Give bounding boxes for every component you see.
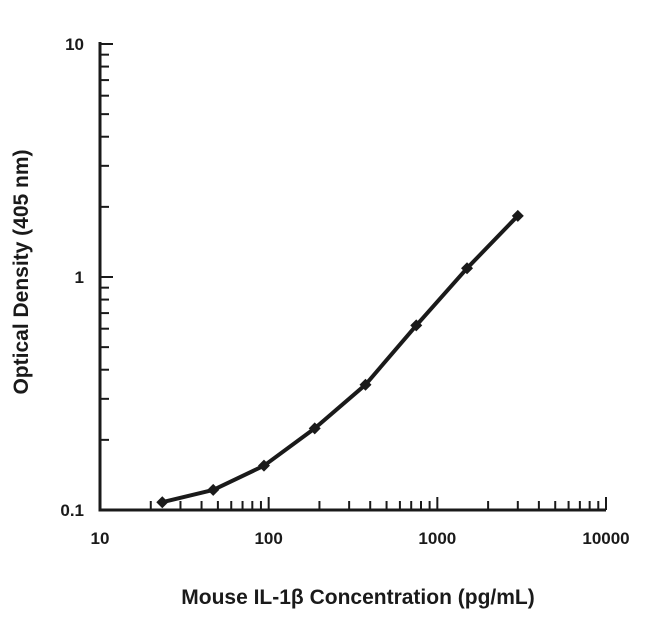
y-tick-label: 10 bbox=[65, 35, 84, 54]
x-tick-label: 100 bbox=[254, 529, 282, 548]
data-point bbox=[461, 262, 474, 275]
data-point bbox=[156, 496, 169, 509]
x-tick-label: 10000 bbox=[582, 529, 629, 548]
series-line bbox=[160, 213, 520, 505]
axes bbox=[98, 42, 606, 512]
data-point bbox=[257, 459, 270, 472]
y-ticks bbox=[100, 43, 113, 511]
data-point bbox=[308, 422, 321, 435]
y-tick-labels: 0.1 1 10 bbox=[60, 35, 84, 520]
data-markers bbox=[156, 209, 524, 509]
y-axis-title: Optical Density (405 nm) bbox=[10, 149, 33, 394]
data-point bbox=[359, 378, 372, 391]
x-tick-label: 1000 bbox=[418, 529, 456, 548]
data-point bbox=[410, 319, 423, 332]
data-point bbox=[511, 209, 524, 222]
x-ticks bbox=[99, 497, 607, 510]
x-tick-label: 10 bbox=[91, 529, 110, 548]
x-tick-labels: 10 100 1000 10000 bbox=[91, 529, 630, 548]
x-axis-title: Mouse IL-1β Concentration (pg/mL) bbox=[181, 586, 534, 609]
y-tick-label: 0.1 bbox=[60, 501, 84, 520]
y-tick-label: 1 bbox=[75, 268, 84, 287]
data-point bbox=[207, 483, 220, 496]
